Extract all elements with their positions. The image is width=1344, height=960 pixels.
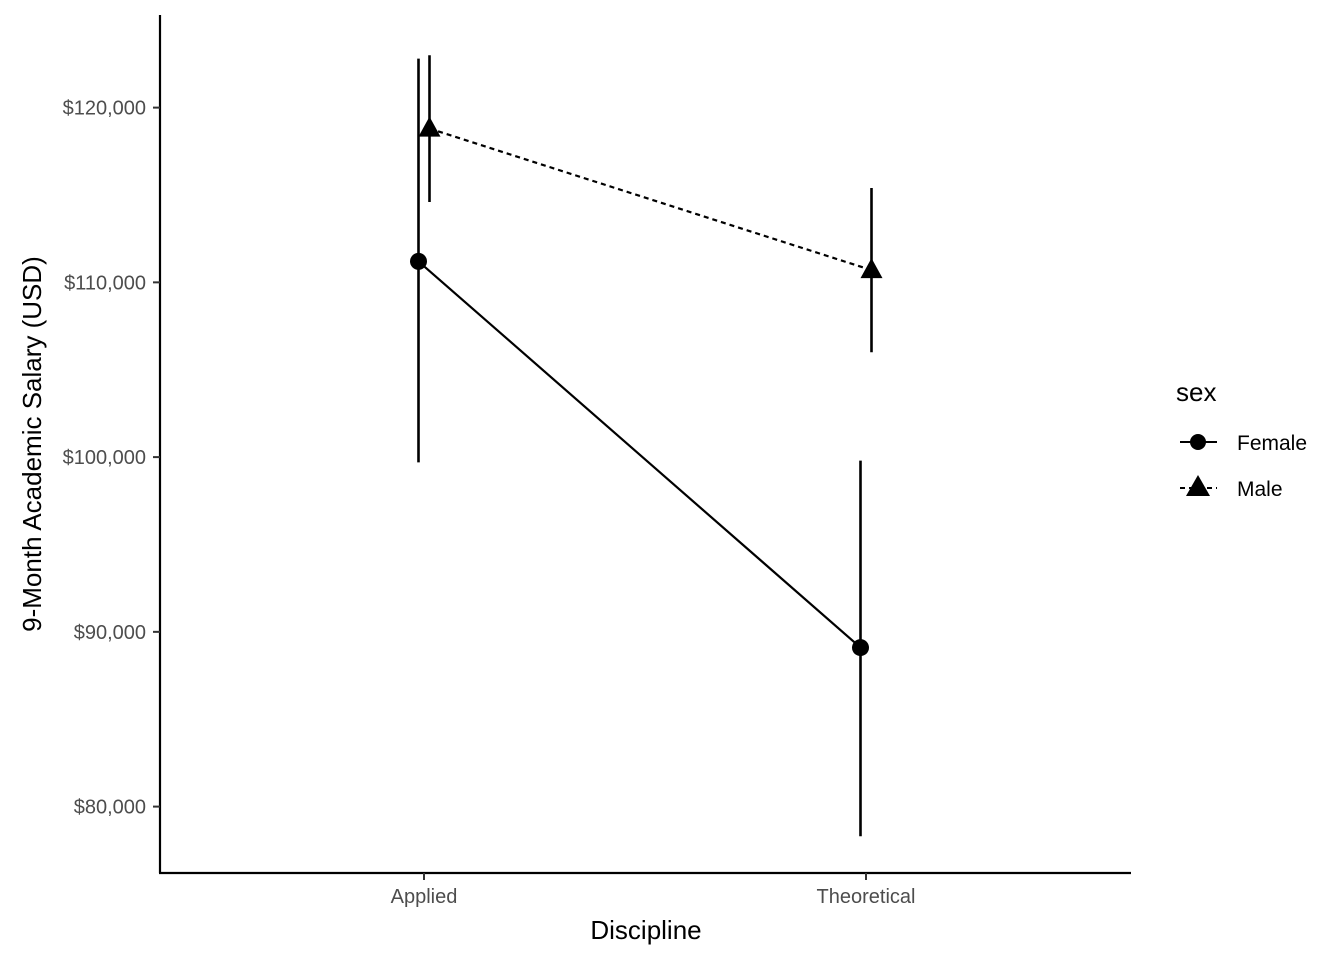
- y-tick-label: $90,000: [74, 622, 146, 644]
- x-ticks: Applied Theoretical: [391, 873, 916, 908]
- series-male: [418, 55, 883, 353]
- point-male: [860, 258, 883, 279]
- legend-key-male: [1180, 475, 1217, 496]
- series-female: [410, 58, 869, 837]
- legend-key-female: [1180, 434, 1217, 450]
- point-male: [418, 116, 441, 137]
- point-female: [852, 639, 869, 657]
- y-tick-label: $80,000: [74, 797, 146, 819]
- x-axis-title: Discipline: [590, 915, 701, 945]
- x-tick-label: Theoretical: [817, 886, 916, 908]
- y-tick-label: $120,000: [63, 98, 146, 120]
- y-tick-label: $110,000: [64, 272, 146, 294]
- point-female: [410, 252, 427, 270]
- legend-label-male: Male: [1237, 478, 1283, 501]
- legend-female-marker: [1190, 434, 1206, 450]
- series-line-male: [429, 127, 872, 272]
- legend-male-marker: [1186, 475, 1210, 496]
- y-tick-label: $100,000: [63, 447, 146, 469]
- y-axis-title: 9-Month Academic Salary (USD): [17, 256, 47, 632]
- x-tick-label: Applied: [391, 886, 458, 908]
- legend-title: sex: [1176, 377, 1216, 407]
- series-line-female: [417, 260, 862, 649]
- legend: sex Female Male: [1176, 377, 1307, 501]
- plot-layer: [410, 55, 883, 837]
- y-ticks: $80,000 $90,000 $100,000 $110,000 $120,000: [63, 98, 160, 819]
- legend-label-female: Female: [1237, 432, 1307, 455]
